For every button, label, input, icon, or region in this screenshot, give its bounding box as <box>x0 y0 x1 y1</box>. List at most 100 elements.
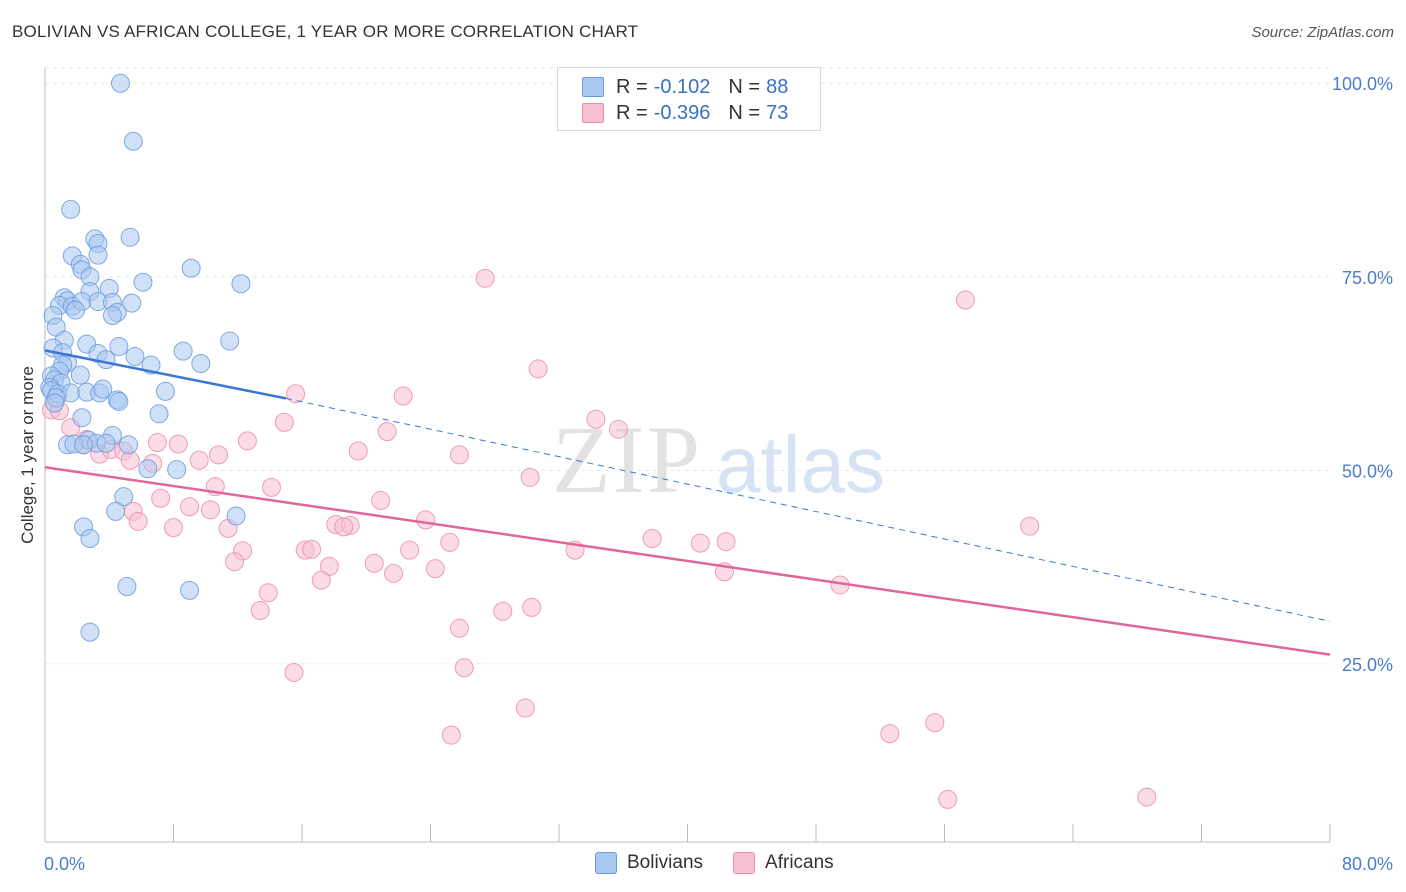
bolivians-point <box>122 293 142 313</box>
y-tick-label: 25.0% <box>1342 655 1393 675</box>
africans-point <box>284 662 304 682</box>
africans-point <box>302 539 322 559</box>
y-tick-label: 75.0% <box>1342 268 1393 288</box>
africans-point <box>147 432 167 452</box>
africans-point <box>449 618 469 638</box>
africans-point <box>425 559 445 579</box>
bolivians-point <box>226 506 246 526</box>
legend-n-value: 73 <box>766 101 789 124</box>
bolivians-point <box>96 433 116 453</box>
bolivians-point <box>123 131 143 151</box>
bolivians-point <box>70 365 90 385</box>
africans-point <box>164 518 183 538</box>
legend-n-value: 88 <box>766 75 789 98</box>
africans-point <box>522 597 542 617</box>
africans-point <box>400 540 420 560</box>
africans-point <box>168 434 188 454</box>
legend-r-label: R = <box>616 75 648 98</box>
bolivians-point <box>93 379 113 399</box>
correlation-legend: R = -0.102 N = 88 R = -0.396 N = 73 <box>557 67 821 131</box>
bolivians-point <box>80 528 100 548</box>
africans-point <box>586 409 606 429</box>
bolivians-point <box>74 435 94 455</box>
africans-point <box>334 517 354 537</box>
grid-lines <box>45 67 1330 665</box>
bolivians-point <box>231 274 251 294</box>
bolivians-point <box>109 336 129 356</box>
africans-point <box>642 528 662 548</box>
legend-row-bolivians: R = -0.102 N = 88 <box>582 75 788 99</box>
bolivians-trend-line <box>44 349 287 400</box>
africans-point <box>441 725 461 745</box>
bolivians-point <box>125 347 145 367</box>
africans-point <box>528 359 548 379</box>
bolivians-point <box>119 435 139 455</box>
chart-title: BOLIVIAN VS AFRICAN COLLEGE, 1 YEAR OR M… <box>12 22 639 41</box>
africans-point <box>925 713 945 733</box>
legend-r-label: R = <box>616 101 648 124</box>
bolivians-point <box>80 622 100 642</box>
africans-point <box>1137 787 1157 807</box>
africans-point <box>151 488 171 508</box>
africans-point <box>311 570 331 590</box>
africans-point <box>955 290 975 310</box>
africans-point <box>225 552 245 572</box>
x-tick-label: 80.0% <box>1342 854 1393 874</box>
africans-point <box>208 445 228 465</box>
africans-point <box>348 441 368 461</box>
africans-point <box>377 422 397 442</box>
legend-n-label: N = <box>728 75 761 98</box>
bolivians-point <box>110 73 130 93</box>
bolivians-point <box>133 272 153 292</box>
africans-point <box>449 445 469 465</box>
legend-swatch-africans <box>733 852 756 874</box>
africans-point <box>454 658 474 678</box>
bolivians-point <box>149 404 169 424</box>
africans-point <box>520 467 540 487</box>
bolivians-point <box>88 245 108 265</box>
africans-point <box>258 583 278 603</box>
watermark-zip: ZIP <box>552 406 702 513</box>
africans-point <box>250 600 270 620</box>
y-tick-label: 50.0% <box>1342 461 1393 481</box>
bolivians-point <box>114 487 134 507</box>
africans-point <box>416 510 436 530</box>
bolivians-point <box>45 393 65 413</box>
africans-point <box>189 450 209 470</box>
africans-point <box>1020 516 1040 536</box>
africans-point <box>880 724 900 744</box>
bolivians-point <box>120 227 140 247</box>
bolivians-point <box>155 381 175 401</box>
bolivians-point <box>61 199 81 219</box>
africans-point <box>384 563 404 583</box>
africans-point <box>286 384 306 404</box>
legend-item-bolivians[interactable]: Bolivians <box>595 852 703 874</box>
africans-point <box>364 553 384 573</box>
legend-label-africans: Africans <box>765 852 834 873</box>
africans-point <box>690 533 710 553</box>
bolivians-point <box>109 391 129 411</box>
africans-point <box>200 500 220 520</box>
africans-point <box>180 497 200 517</box>
bolivians-point <box>66 300 86 320</box>
africans-point <box>440 532 460 552</box>
africans-point <box>608 419 628 439</box>
legend-row-africans: R = -0.396 N = 73 <box>582 101 788 125</box>
africans-point <box>938 789 958 809</box>
africans-point <box>475 268 495 288</box>
africans-point <box>274 412 294 432</box>
legend-n-label: N = <box>728 101 761 124</box>
legend-item-africans[interactable]: Africans <box>733 852 834 874</box>
bolivians-point <box>72 408 92 428</box>
legend-swatch-bolivians <box>595 852 617 874</box>
bolivians-point <box>117 576 137 596</box>
legend-swatch-bolivians <box>582 77 604 97</box>
legend-r-value: -0.396 <box>653 101 711 124</box>
bolivians-point <box>167 460 187 480</box>
bolivians-point <box>181 258 201 278</box>
bolivians-point <box>220 331 240 351</box>
legend-r-value: -0.102 <box>653 75 711 98</box>
africans-point <box>371 491 391 511</box>
legend-swatch-africans <box>582 103 604 123</box>
africans-point <box>515 698 535 718</box>
